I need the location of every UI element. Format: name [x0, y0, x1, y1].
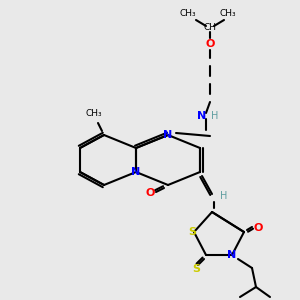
Text: CH₃: CH₃ [180, 10, 196, 19]
Text: H: H [211, 111, 219, 121]
Text: N: N [227, 250, 237, 260]
Text: O: O [145, 188, 155, 198]
Text: H: H [220, 191, 228, 201]
Text: N: N [197, 111, 207, 121]
Text: CH: CH [203, 23, 217, 32]
Text: S: S [192, 264, 200, 274]
Text: CH₃: CH₃ [86, 109, 102, 118]
Text: O: O [205, 39, 215, 49]
Text: N: N [131, 167, 141, 177]
Text: O: O [253, 223, 263, 233]
Text: N: N [164, 130, 172, 140]
Text: S: S [188, 227, 196, 237]
Text: CH₃: CH₃ [220, 10, 236, 19]
